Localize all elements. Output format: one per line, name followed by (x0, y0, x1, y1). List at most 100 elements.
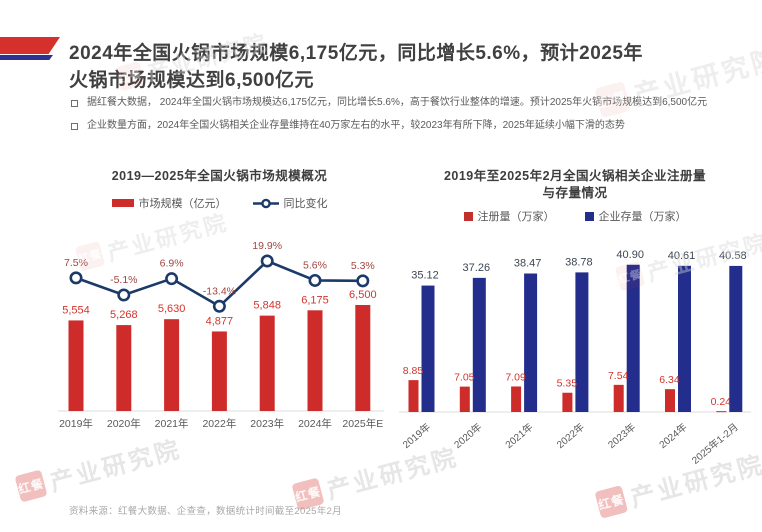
x-axis-tick-label: 2023年 (605, 420, 638, 451)
bullet-text: 据红餐大数据， 2024年全国火锅市场规模达6,175亿元，同比增长5.6%，高… (87, 97, 708, 108)
x-axis-tick-label: 2025年E (342, 417, 383, 430)
yoy-value-label: -13.4% (203, 285, 236, 297)
x-axis-tick-label: 2021年 (502, 420, 535, 451)
blue-square-swatch-icon (584, 211, 594, 221)
bullet-item: 企业数量方面，2024年全国火锅相关企业存量维持在40万家左右的水平，较2023… (69, 119, 741, 133)
x-axis-tick-label: 2021年 (155, 417, 189, 430)
market-size-chart-title: 2019—2025年全国火锅市场规模概况 (111, 169, 328, 183)
x-axis-tick-label: 2020年 (451, 420, 484, 451)
stock-bar (472, 277, 486, 412)
bullet-text: 企业数量方面，2024年全国火锅相关企业存量维持在40万家左右的水平，较2023… (87, 120, 625, 131)
stock-value-label: 40.58 (719, 250, 747, 262)
x-axis-tick-label: 2024年 (298, 417, 332, 430)
enterprise-grouped-bar-plot: 8.85 35.12 2019年 7.05 37.26 2020年 7.09 38.47 202… (399, 249, 751, 467)
bar-value-label: 5,848 (253, 300, 281, 312)
enterprise-chart: 2019年至2025年2月全国火锅相关企业注册量 与存量情况 注册量（万家） 企… (395, 168, 755, 472)
registration-value-label: 5.35 (557, 378, 578, 390)
stock-value-label: 35.12 (411, 270, 439, 282)
registration-bar (408, 380, 419, 412)
bullet-square-icon (71, 100, 78, 107)
market-size-chart: 2019—2025年全国火锅市场规模概况 市场规模（亿元） 同比变化 5,554… (52, 168, 387, 441)
legend-label: 市场规模（亿元） (138, 198, 227, 210)
flag-blue-shape (0, 55, 53, 60)
legend-item-registrations: 注册量（万家） (463, 208, 555, 224)
stock-value-label: 37.26 (463, 262, 491, 274)
yoy-value-label: 19.9% (252, 240, 282, 252)
yoy-value-label: 5.3% (351, 260, 375, 272)
enterprise-chart-legend: 注册量（万家） 企业存量（万家） (395, 208, 755, 224)
registration-bar (562, 392, 573, 412)
registration-value-label: 7.54 (608, 370, 629, 382)
stock-bar (575, 272, 589, 412)
bar-value-label: 6,500 (349, 289, 377, 301)
line-marker-icon (252, 198, 279, 208)
x-axis-tick-label: 2022年 (202, 417, 236, 430)
bar-value-label: 5,554 (62, 304, 90, 316)
legend-item-stock: 企业存量（万家） (584, 208, 687, 224)
registration-value-label: 7.05 (454, 372, 475, 384)
registration-value-label: 8.85 (403, 365, 424, 377)
market-size-chart-legend: 市场规模（亿元） 同比变化 (52, 195, 387, 211)
yoy-value-label: 6.9% (160, 258, 184, 270)
bar-value-label: 5,268 (110, 309, 138, 321)
registration-bar (613, 384, 624, 412)
bar-value-label: 4,877 (206, 315, 234, 327)
title-flag-decoration (0, 37, 60, 60)
x-axis-tick-label: 2022年 (554, 420, 587, 451)
x-axis-tick-label: 2025年1-2月 (689, 420, 741, 466)
stock-bar (524, 273, 538, 412)
market-size-bar (259, 315, 275, 411)
page-title-line1: 2024年全国火锅市场规模6,175亿元，同比增长5.6%，预计2025年 (69, 42, 643, 64)
stock-bar (729, 265, 743, 412)
bullet-square-icon (71, 123, 78, 130)
red-bar-swatch-icon (111, 199, 134, 207)
yoy-line-point (308, 273, 322, 287)
enterprise-chart-title-line1: 2019年至2025年2月全国火锅相关企业注册量 (443, 169, 707, 183)
page-title-line2: 火锅市场规模达到6,500亿元 (69, 69, 315, 91)
flag-red-shape (0, 37, 60, 54)
registration-value-label: 6.34 (659, 374, 680, 386)
market-size-bar (164, 319, 180, 411)
summary-bullets: 据红餐大数据， 2024年全国火锅市场规模达6,175亿元，同比增长5.6%，高… (69, 96, 741, 142)
yoy-line-point (212, 299, 226, 313)
x-axis-tick-label: 2024年 (656, 420, 689, 451)
market-size-bar (211, 331, 227, 411)
stock-bar (626, 264, 640, 412)
legend-item-yoy-change: 同比变化 (252, 195, 328, 211)
registration-bar (511, 386, 522, 412)
registration-value-label: 0.24 (711, 396, 732, 408)
x-axis-tick-label: 2023年 (250, 417, 284, 430)
registration-bar (716, 411, 727, 413)
x-axis-tick-label: 2019年 (400, 420, 433, 451)
page-title: 2024年全国火锅市场规模6,175亿元，同比增长5.6%，预计2025年 火锅… (69, 40, 749, 94)
x-axis-tick-label: 2020年 (107, 417, 141, 430)
stock-value-label: 40.90 (616, 249, 644, 261)
source-note: 资料来源：红餐大数据、企查查，数据统计时间截至2025年2月 (69, 506, 342, 517)
legend-label: 同比变化 (283, 198, 328, 210)
red-square-swatch-icon (463, 211, 473, 221)
registration-bar (459, 386, 470, 412)
bullet-item: 据红餐大数据， 2024年全国火锅市场规模达6,175亿元，同比增长5.6%，高… (69, 96, 741, 110)
market-size-bar (116, 325, 132, 411)
market-size-bar (68, 320, 84, 411)
brand-logo-icon: 红餐 (14, 469, 48, 503)
enterprise-chart-title-line2: 与存量情况 (542, 186, 608, 200)
yoy-value-label: -5.1% (110, 274, 137, 286)
yoy-line-point (165, 272, 179, 286)
yoy-line-point (69, 271, 83, 285)
stock-value-label: 40.61 (668, 250, 696, 262)
registration-bar (665, 389, 675, 412)
stock-value-label: 38.47 (514, 258, 542, 270)
bar-value-label: 5,630 (158, 303, 186, 315)
market-size-bar (307, 310, 323, 411)
legend-label: 企业存量（万家） (598, 211, 687, 223)
x-axis-tick-label: 2019年 (59, 417, 93, 430)
yoy-line-point (260, 254, 274, 268)
bar-value-label: 6,175 (301, 294, 329, 306)
stock-bar (421, 285, 435, 412)
legend-label: 注册量（万家） (477, 211, 555, 223)
yoy-value-label: 7.5% (64, 257, 88, 269)
stock-bar (678, 265, 691, 412)
market-size-bar (355, 305, 371, 411)
legend-item-market-size: 市场规模（亿元） (111, 195, 227, 211)
